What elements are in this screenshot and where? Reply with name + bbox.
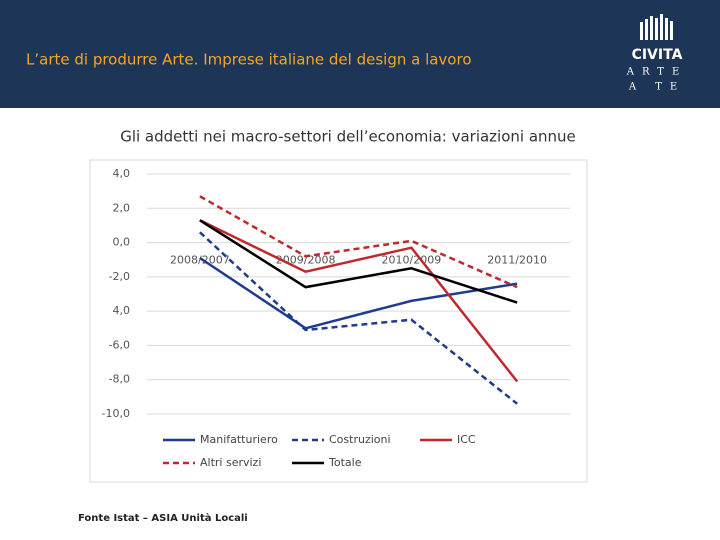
y-tick-label: 4,0 (113, 304, 131, 317)
y-tick-label: -10,0 (102, 407, 130, 420)
y-tick-label: -2,0 (109, 270, 130, 283)
x-tick-label: 2010/2009 (382, 254, 442, 267)
chart-title: Gli addetti nei macro-settori dell’econo… (120, 128, 576, 146)
logo-icon (640, 14, 673, 40)
y-tick-label: -6,0 (109, 338, 130, 351)
chart-frame (89, 159, 588, 483)
legend-label: Altri servizi (200, 456, 261, 469)
x-tick-label: 2011/2010 (487, 254, 547, 267)
legend-label: Totale (328, 456, 362, 469)
x-tick-label: 2008/2007 (170, 254, 230, 267)
series-line (199, 219, 519, 383)
source-note: Fonte Istat – ASIA Unità Locali (78, 512, 248, 524)
header-band (0, 0, 720, 108)
legend-label: Costruzioni (329, 433, 391, 446)
header-title: L’arte di produrre Arte. Imprese italian… (26, 51, 472, 69)
series-line (199, 219, 518, 304)
series-line (199, 256, 518, 330)
series-line (199, 195, 518, 289)
legend-label: Manifatturiero (200, 433, 278, 446)
series-line (199, 231, 518, 405)
y-tick-label: 4,0 (113, 167, 131, 180)
logo-text: A TE (628, 82, 685, 93)
logo-text: ARTE (626, 67, 688, 78)
y-tick-label: -8,0 (109, 373, 130, 386)
y-tick-label: 0,0 (113, 236, 131, 249)
y-tick-label: 2,0 (113, 201, 131, 214)
legend-label: ICC (457, 433, 476, 446)
logo-text: CIVITA (632, 47, 683, 63)
